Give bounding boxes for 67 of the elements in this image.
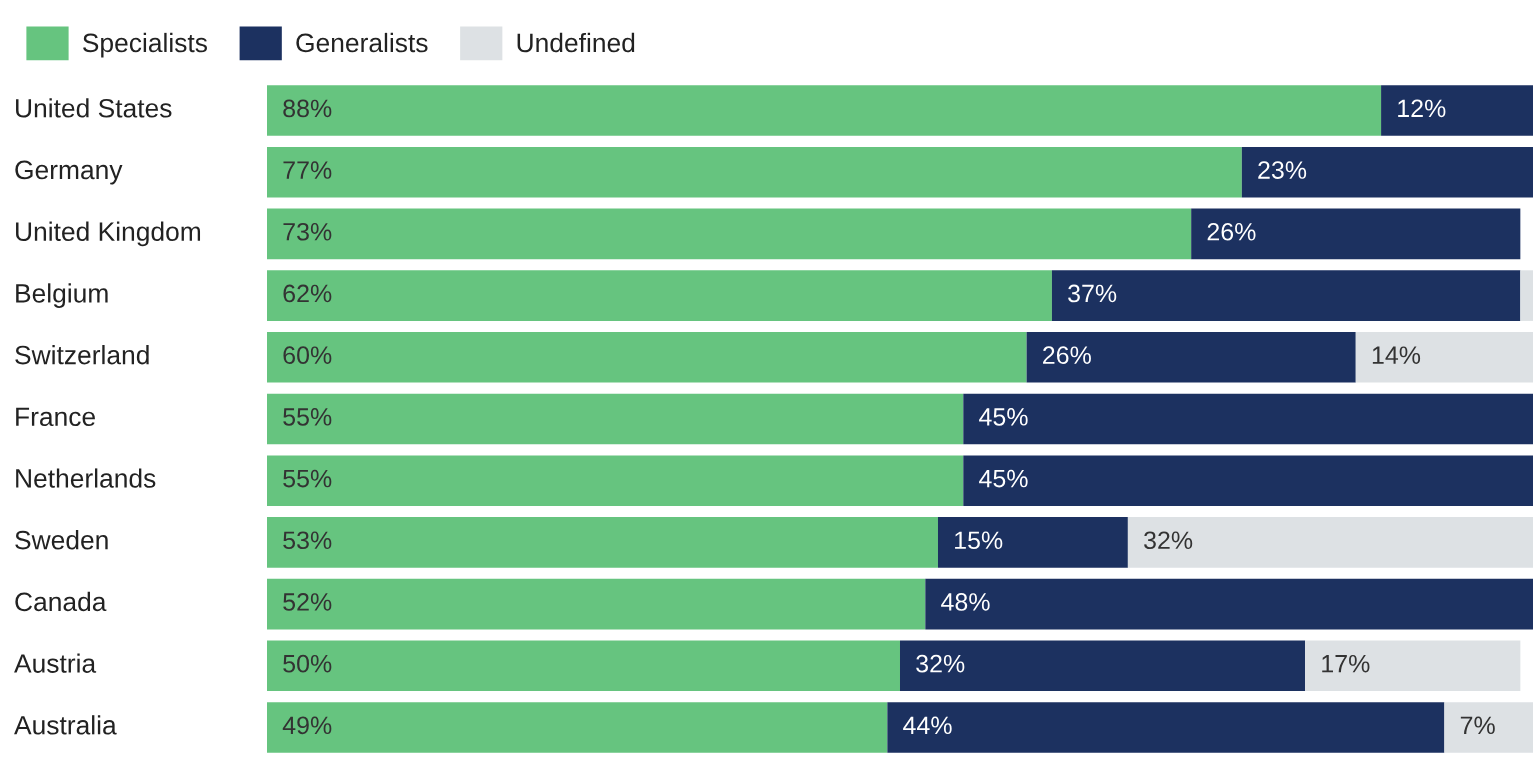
bar: [937, 517, 1128, 568]
bar: [267, 578, 926, 630]
bar: [267, 640, 900, 692]
data-label: 32%: [916, 654, 965, 673]
y-tick-label: Australia: [14, 715, 117, 735]
bar: [267, 702, 888, 753]
data-label: 60%: [283, 346, 332, 365]
y-tick-label: Netherlands: [16, 468, 156, 488]
data-label: 50%: [283, 654, 332, 673]
legend-label: Generalists: [296, 32, 428, 53]
bar: [1305, 640, 1521, 692]
y-tick-label: Germany: [15, 160, 123, 185]
bar: [1026, 332, 1356, 383]
bar: [267, 517, 938, 568]
bar: [1444, 702, 1533, 753]
data-label: 23%: [1258, 161, 1307, 179]
y-tick-label: Switzerland: [15, 345, 149, 365]
data-label: 45%: [979, 408, 1028, 426]
bar: [1127, 517, 1533, 568]
data-label: 15%: [955, 531, 1003, 550]
bar: [267, 85, 1382, 136]
bar: [267, 208, 1192, 260]
y-tick-label: France: [16, 407, 95, 427]
y-tick-label: United States: [16, 98, 172, 118]
y-tick-label: United Kingdom: [16, 221, 201, 247]
legend-label: Undefined: [517, 32, 635, 53]
data-label: 88%: [283, 99, 332, 118]
bar: [267, 270, 1052, 321]
data-label: 12%: [1398, 99, 1446, 118]
bar: [267, 393, 964, 445]
data-label: 49%: [282, 716, 332, 735]
data-label: 7%: [1460, 716, 1495, 735]
bar: [267, 146, 1242, 198]
bar: [925, 578, 1533, 630]
bar: [1191, 208, 1521, 260]
data-label: 77%: [283, 161, 332, 179]
data-label: 26%: [1043, 346, 1091, 365]
data-label: 45%: [979, 469, 1028, 488]
data-label: 52%: [283, 593, 332, 611]
y-tick-label: Austria: [14, 653, 97, 673]
bar: [887, 702, 1445, 753]
bar: [963, 455, 1533, 506]
data-label: 37%: [1068, 284, 1117, 303]
bar: [267, 332, 1027, 383]
legend-label: Specialists: [83, 32, 207, 58]
data-label: 73%: [283, 222, 332, 241]
data-label: 55%: [283, 408, 332, 426]
data-label: 14%: [1372, 346, 1421, 364]
bar: [1355, 332, 1533, 383]
data-label: 53%: [283, 531, 332, 550]
y-tick-label: Belgium: [16, 283, 108, 308]
y-tick-label: Sweden: [15, 530, 108, 550]
y-tick-label: Canada: [15, 591, 107, 612]
bar: [1241, 146, 1533, 198]
bar: [267, 455, 964, 506]
data-label: 62%: [283, 284, 332, 303]
data-label: 32%: [1144, 531, 1193, 550]
data-label: 48%: [941, 593, 990, 611]
bar: [1520, 270, 1533, 321]
data-label: 55%: [283, 469, 332, 488]
bar: [900, 640, 1306, 692]
data-label: 17%: [1322, 654, 1370, 673]
bar: [1381, 85, 1533, 136]
data-label: 44%: [903, 716, 952, 735]
data-label: 26%: [1207, 222, 1256, 241]
bar: [963, 393, 1533, 445]
bar: [1051, 270, 1521, 321]
